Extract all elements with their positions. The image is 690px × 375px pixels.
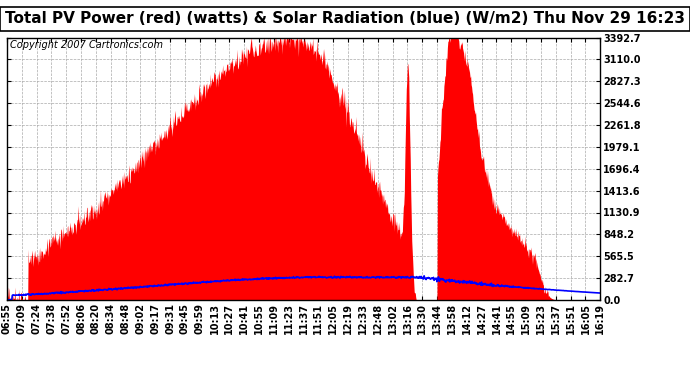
Text: Total PV Power (red) (watts) & Solar Radiation (blue) (W/m2) Thu Nov 29 16:23: Total PV Power (red) (watts) & Solar Rad… xyxy=(5,11,685,26)
Text: Copyright 2007 Cartronics.com: Copyright 2007 Cartronics.com xyxy=(10,40,163,50)
